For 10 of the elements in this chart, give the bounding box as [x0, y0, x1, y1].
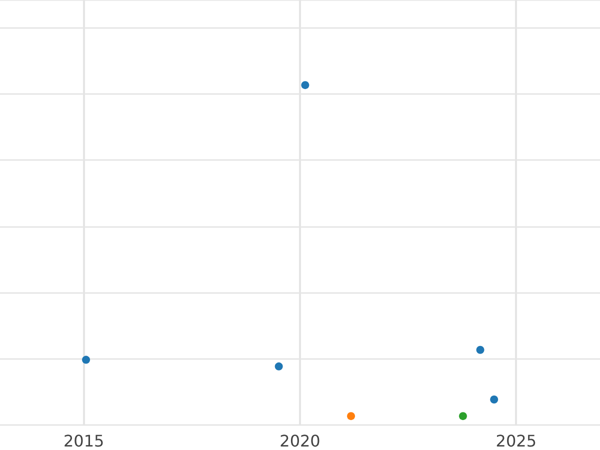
point: [476, 346, 484, 354]
point: [490, 396, 498, 404]
x-tick-label: 2015: [64, 432, 104, 450]
point: [301, 81, 310, 90]
point: [458, 412, 467, 420]
point: [82, 356, 90, 364]
x-tick-label: 2020: [280, 432, 320, 450]
point: [274, 362, 283, 370]
point: [347, 412, 356, 420]
x-tick-label: 2025: [496, 432, 536, 450]
